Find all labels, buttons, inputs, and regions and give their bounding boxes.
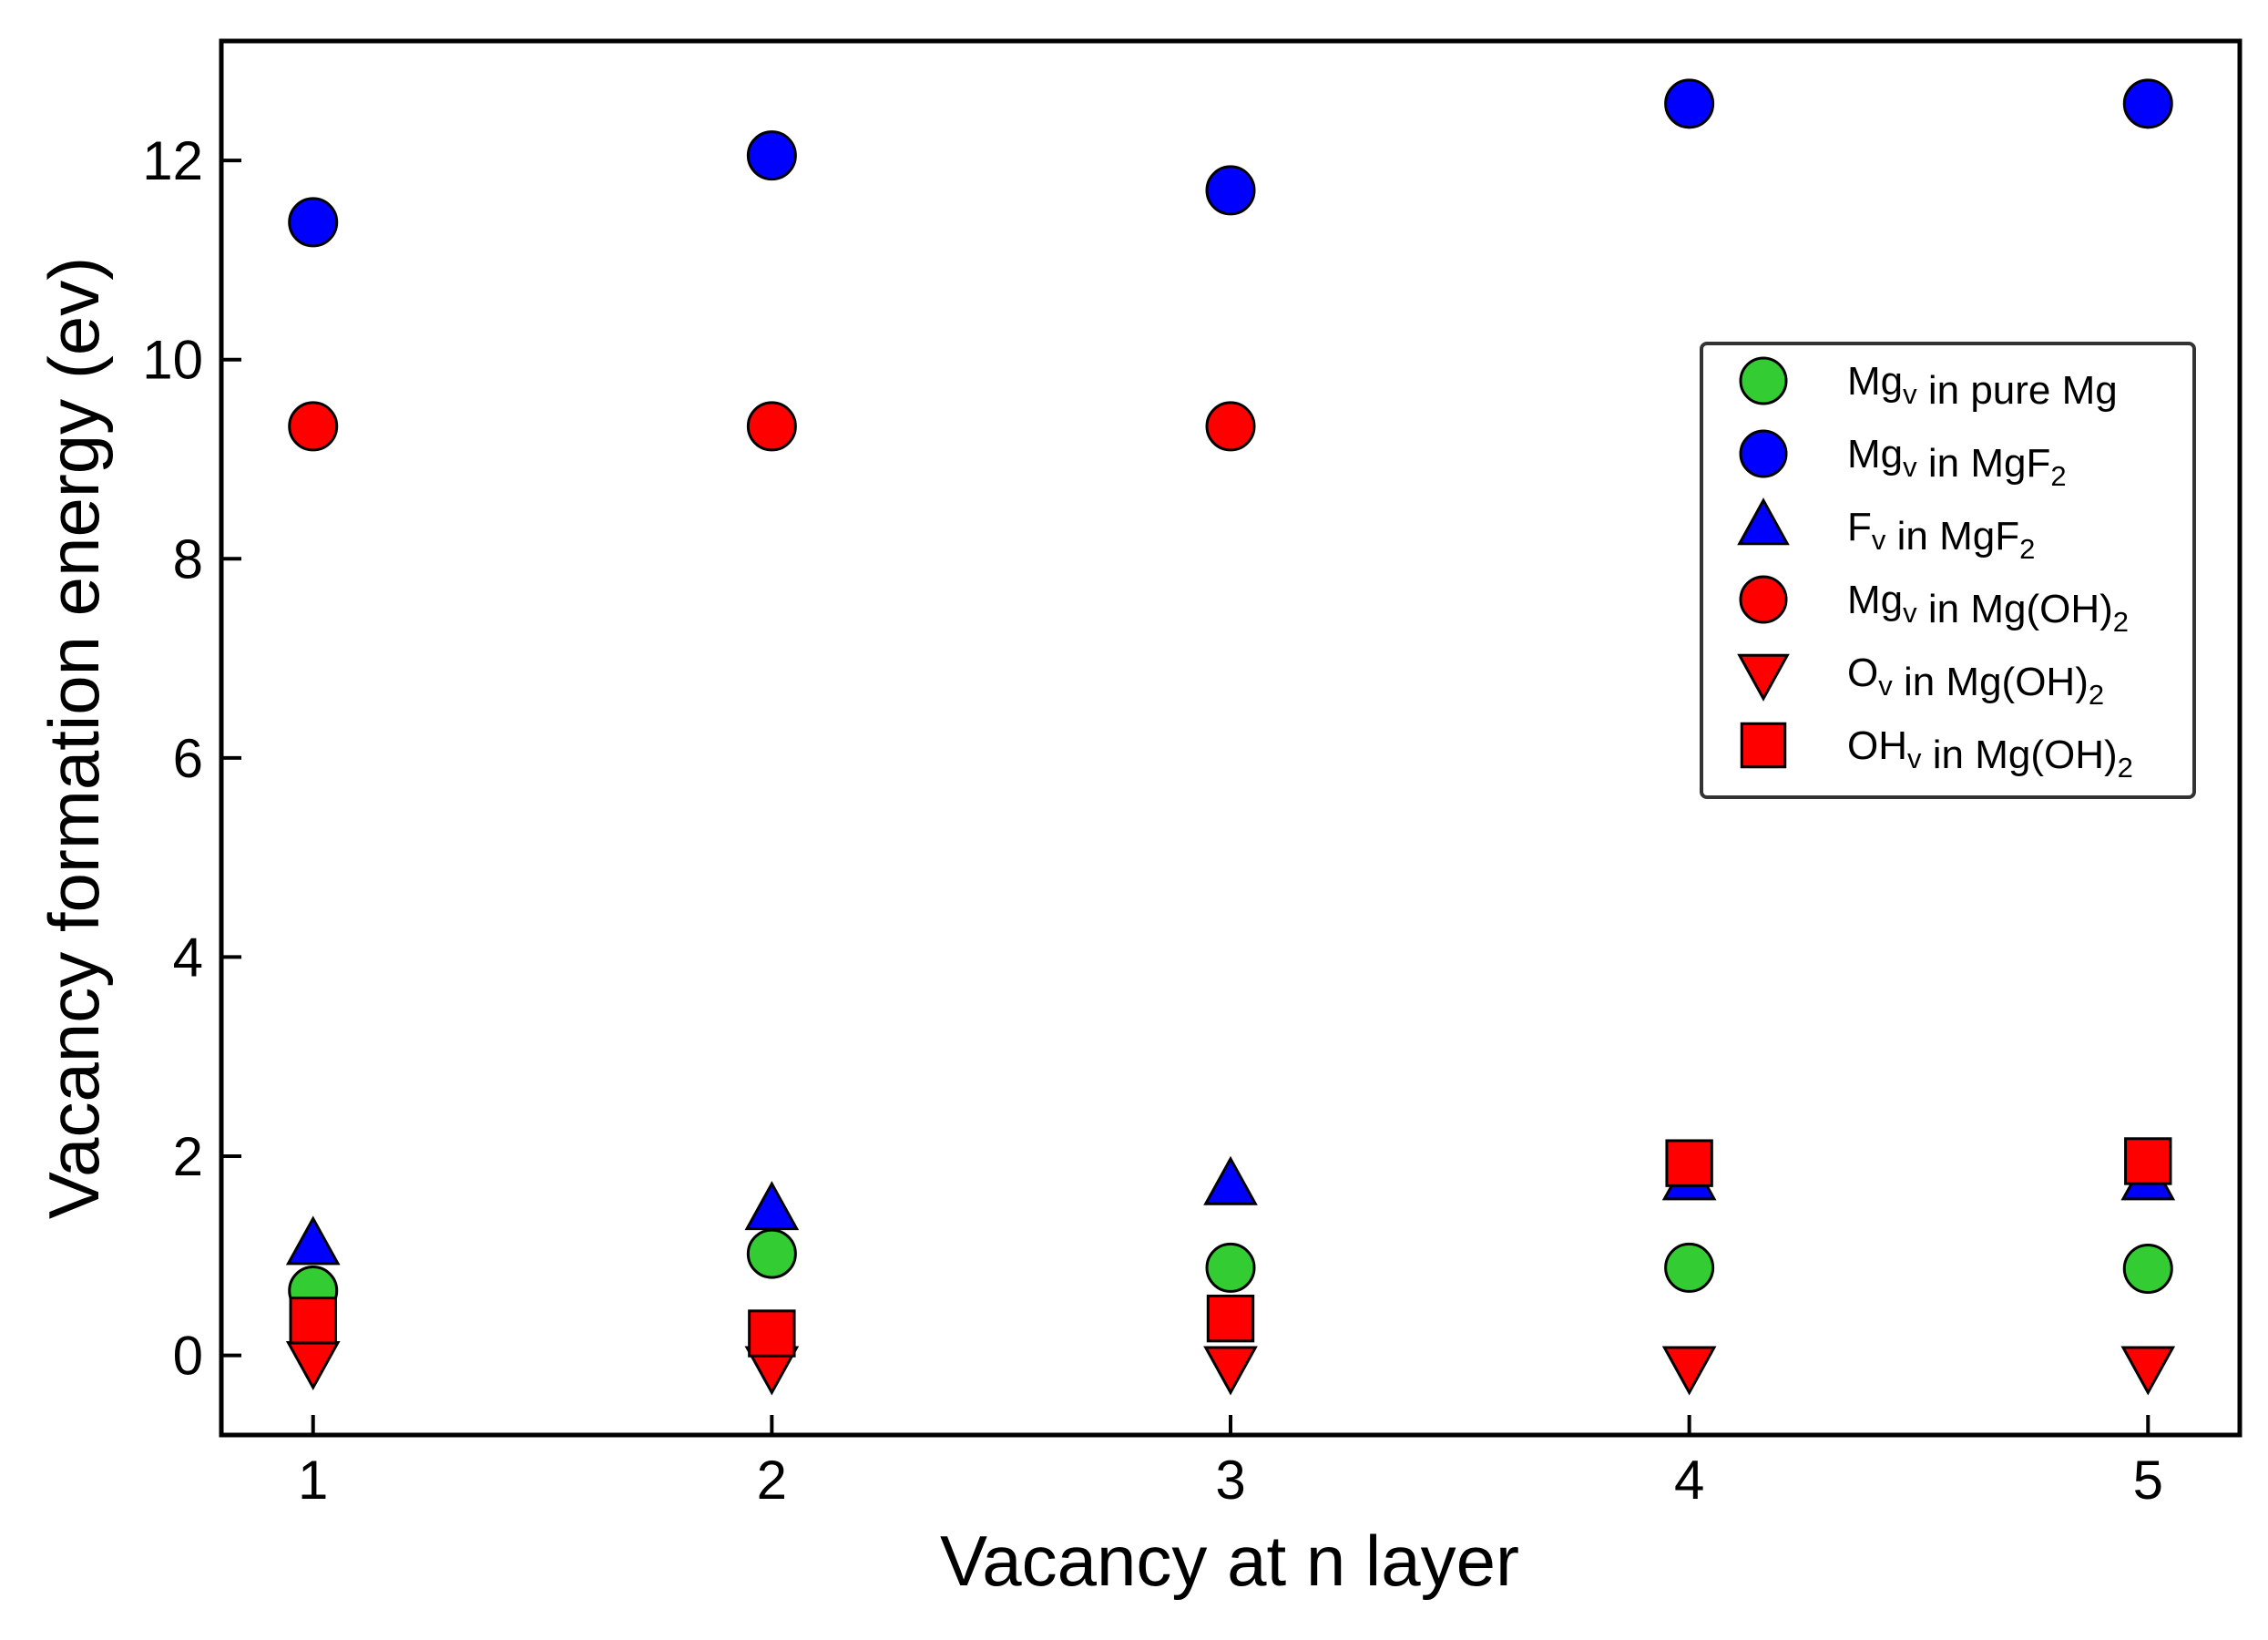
legend-marker — [1740, 722, 1787, 769]
data-point — [289, 1297, 337, 1345]
x-tick-label: 5 — [2133, 1450, 2163, 1511]
y-tick-label: 2 — [173, 1126, 203, 1187]
data-point — [288, 401, 339, 452]
y-tick-label: 10 — [142, 330, 203, 391]
y-tick-label: 12 — [142, 130, 203, 191]
data-point — [1203, 1346, 1258, 1396]
legend-box — [1700, 342, 2196, 799]
data-point — [2122, 1243, 2173, 1294]
y-tick-label: 4 — [173, 927, 203, 988]
data-point — [285, 1341, 341, 1391]
data-point — [1205, 1242, 1256, 1293]
x-axis: 1 2 3 4 5 — [298, 1415, 2163, 1511]
x-tick-label: 4 — [1674, 1450, 1704, 1511]
data-point — [1205, 165, 1256, 216]
data-point — [746, 401, 797, 452]
data-point — [1661, 1346, 1717, 1396]
legend-marker — [1737, 497, 1790, 546]
data-point — [1203, 1155, 1258, 1205]
data-point — [1664, 78, 1715, 129]
y-tick-label: 0 — [173, 1326, 203, 1387]
y-tick-label: 6 — [173, 728, 203, 789]
data-point — [746, 1228, 797, 1279]
legend-marker — [1739, 356, 1788, 405]
x-axis-label: Vacancy at n layer — [940, 1521, 1519, 1601]
data-points — [285, 78, 2176, 1396]
legend-label: Mgv in pure Mg — [1847, 359, 2118, 413]
data-point — [1205, 401, 1256, 452]
legend-label: OHv in Mg(OH)2 — [1847, 723, 2133, 784]
data-point — [2122, 78, 2173, 129]
data-point — [1665, 1139, 1713, 1187]
y-axis: 0 2 4 6 8 10 12 — [142, 130, 241, 1387]
x-tick-label: 3 — [1215, 1450, 1245, 1511]
legend-label: Mgv in MgF2 — [1847, 432, 2067, 492]
legend-marker — [1737, 653, 1790, 702]
legend-label: Ov in Mg(OH)2 — [1847, 651, 2104, 711]
legend-label: Fv in MgF2 — [1847, 505, 2035, 565]
data-point — [744, 1181, 800, 1231]
y-tick-label: 8 — [173, 528, 203, 589]
data-point — [746, 130, 797, 181]
x-tick-label: 1 — [298, 1450, 328, 1511]
data-point — [2124, 1137, 2172, 1185]
legend: Mgv in pure Mg Mgv in MgF2 Fv in MgF2 Mgv i… — [1700, 342, 2196, 799]
data-point — [285, 1215, 341, 1266]
legend-label: Mgv in Mg(OH)2 — [1847, 578, 2129, 638]
legend-marker — [1739, 429, 1788, 478]
data-point — [2120, 1346, 2176, 1396]
data-point — [1206, 1294, 1255, 1343]
y-axis-label: Vacancy formation energy (ev) — [34, 257, 114, 1219]
legend-marker — [1739, 575, 1788, 624]
data-point — [1664, 1242, 1715, 1293]
x-tick-label: 2 — [757, 1450, 787, 1511]
data-point — [748, 1309, 796, 1358]
data-point — [288, 197, 339, 248]
